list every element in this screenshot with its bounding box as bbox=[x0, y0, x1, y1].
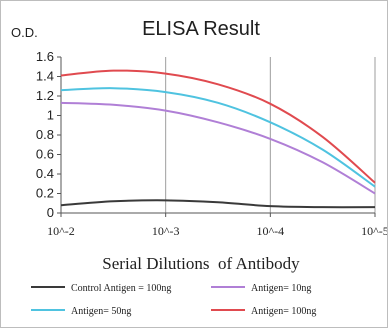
legend-label: Antigen= 100ng bbox=[251, 306, 316, 317]
y-tick-label: 1 bbox=[47, 108, 54, 123]
x-tick-label: 10^-5 bbox=[361, 224, 387, 238]
chart-title: ELISA Result bbox=[142, 18, 260, 40]
legend-label: Antigen= 50ng bbox=[71, 306, 131, 317]
y-tick-label: 1.2 bbox=[36, 88, 54, 103]
y-tick-label: 0.8 bbox=[36, 127, 54, 142]
series-line-3 bbox=[60, 69, 376, 184]
series-line-2 bbox=[60, 87, 376, 188]
y-tick-label: 0 bbox=[47, 205, 54, 220]
legend-label: Control Antigen = 100ng bbox=[71, 283, 171, 294]
legend-label: Antigen= 10ng bbox=[251, 283, 311, 294]
y-tick-label: 1.6 bbox=[36, 49, 54, 64]
y-tick-label: 0.4 bbox=[36, 166, 54, 181]
y-tick-label: 0.2 bbox=[36, 186, 54, 201]
x-axis-label: Serial Dilutions of Antibody bbox=[102, 254, 300, 273]
x-tick-label: 10^-3 bbox=[152, 224, 180, 238]
x-tick-label: 10^-4 bbox=[257, 224, 285, 238]
series-line-1 bbox=[60, 101, 376, 195]
x-tick-label: 10^-2 bbox=[47, 224, 75, 238]
series-line-0 bbox=[60, 199, 376, 209]
y-axis-label: O.D. bbox=[11, 25, 38, 40]
y-tick-label: 1.4 bbox=[36, 69, 54, 84]
y-tick-label: 0.6 bbox=[36, 147, 54, 162]
